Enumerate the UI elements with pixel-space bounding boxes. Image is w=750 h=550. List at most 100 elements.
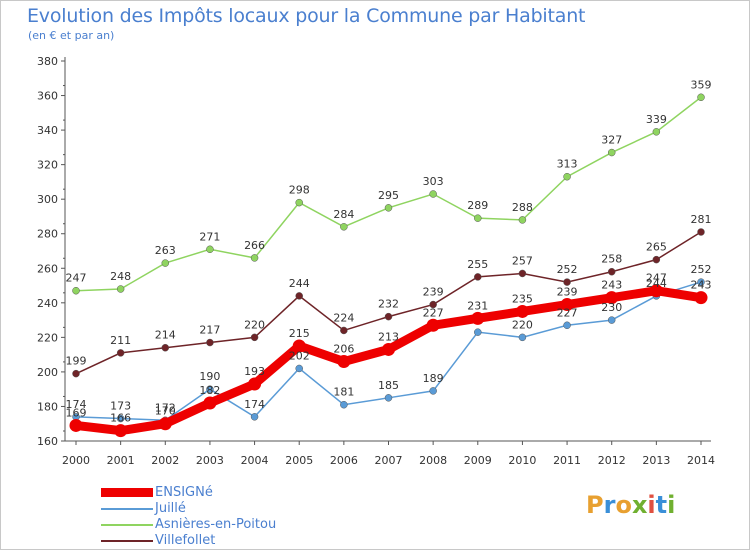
data-label-villefollet: 211	[110, 334, 131, 347]
data-point-juille	[563, 321, 571, 330]
data-point-asnieres-en-poitou	[206, 245, 214, 254]
x-tick-label: 2001	[107, 454, 135, 467]
data-label-asnieres-en-poitou: 288	[512, 201, 533, 214]
chart-subtitle: (en € et par an)	[28, 29, 115, 42]
data-point-asnieres-en-poitou	[72, 286, 80, 295]
data-point-ensigne	[337, 355, 351, 369]
data-label-asnieres-en-poitou: 247	[66, 272, 87, 285]
x-tick-label: 2008	[419, 454, 447, 467]
data-point-asnieres-en-poitou	[384, 204, 393, 212]
data-point-ensigne	[69, 418, 83, 432]
data-point-asnieres-en-poitou	[474, 214, 482, 222]
legend-item-asnieres: Asnières-en-Poitou	[101, 517, 341, 533]
data-label-juille: 244	[646, 277, 667, 290]
data-point-asnieres-en-poitou	[116, 285, 125, 293]
data-label-juille: 202	[289, 349, 310, 362]
data-point-villefollet	[563, 278, 571, 286]
data-label-asnieres-en-poitou: 266	[244, 239, 265, 252]
data-point-villefollet	[607, 267, 616, 276]
data-point-juille	[295, 364, 303, 373]
data-point-ensigne	[471, 311, 485, 325]
data-point-ensigne	[158, 417, 172, 431]
data-point-villefollet	[72, 369, 80, 378]
data-label-ensigne: 243	[601, 279, 622, 292]
data-point-asnieres-en-poitou	[607, 148, 616, 157]
data-label-juille: 174	[66, 398, 87, 411]
data-label-villefollet: 265	[646, 241, 667, 254]
data-label-juille: 172	[155, 401, 176, 414]
data-point-juille	[340, 400, 348, 409]
data-point-juille	[206, 385, 214, 393]
data-label-asnieres-en-poitou: 295	[378, 189, 399, 202]
data-point-juille	[250, 413, 259, 421]
y-tick-label: 280	[37, 228, 58, 241]
data-point-ensigne	[605, 291, 619, 305]
data-point-ensigne	[114, 424, 128, 438]
data-label-asnieres-en-poitou: 359	[691, 78, 712, 91]
data-label-asnieres-en-poitou: 303	[423, 175, 444, 188]
data-label-ensigne: 166	[110, 412, 131, 425]
data-point-villefollet	[518, 269, 527, 278]
data-label-villefollet: 232	[378, 298, 399, 311]
data-label-juille: 227	[557, 306, 578, 319]
y-tick-label: 260	[37, 262, 58, 275]
legend-label-villefollet: Villefollet	[155, 533, 216, 548]
legend-label-juille: Juillé	[155, 501, 186, 516]
data-point-asnieres-en-poitou	[340, 223, 348, 231]
y-tick-label: 240	[37, 297, 58, 310]
data-label-villefollet: 257	[512, 254, 533, 267]
data-label-villefollet: 199	[66, 355, 87, 368]
data-label-asnieres-en-poitou: 313	[557, 158, 578, 171]
data-label-juille: 230	[601, 301, 622, 314]
data-label-villefollet: 239	[423, 286, 444, 299]
data-point-asnieres-en-poitou	[429, 190, 437, 198]
data-point-ensigne	[203, 396, 217, 410]
data-point-villefollet	[116, 349, 125, 357]
legend-swatch-asnieres	[101, 524, 153, 526]
data-point-villefollet	[474, 273, 482, 281]
data-point-villefollet	[161, 343, 170, 352]
data-label-villefollet: 224	[333, 311, 354, 324]
y-tick-label: 220	[37, 331, 58, 344]
data-label-ensigne: 243	[691, 279, 712, 292]
legend-label-ensigne: ENSIGNé	[155, 485, 213, 500]
legend-swatch-villefollet	[101, 540, 153, 542]
data-point-ensigne	[560, 298, 574, 312]
data-point-villefollet	[429, 300, 437, 309]
data-label-ensigne: 247	[646, 272, 667, 285]
y-tick-label: 320	[37, 159, 58, 172]
data-label-villefollet: 214	[155, 329, 176, 342]
data-point-ensigne	[292, 339, 306, 353]
data-point-juille	[474, 328, 482, 336]
data-label-villefollet: 244	[289, 277, 310, 290]
data-point-ensigne	[515, 304, 529, 318]
x-tick-label: 2012	[598, 454, 626, 467]
y-tick-label: 160	[37, 435, 58, 448]
data-label-villefollet: 217	[199, 324, 220, 337]
data-label-asnieres-en-poitou: 263	[155, 244, 176, 257]
data-label-juille: 189	[423, 372, 444, 385]
data-label-juille: 220	[512, 318, 533, 331]
data-label-villefollet: 255	[467, 258, 488, 271]
chart-title: Evolution des Impôts locaux pour la Comm…	[27, 5, 586, 27]
x-tick-label: 2013	[642, 454, 670, 467]
data-label-ensigne: 227	[423, 306, 444, 319]
data-label-juille: 252	[691, 263, 712, 276]
x-tick-label: 2004	[241, 454, 269, 467]
x-tick-label: 2000	[62, 454, 90, 467]
legend: ENSIGNé Juillé Asnières-en-Poitou Villef…	[101, 485, 341, 549]
data-point-ensigne	[426, 318, 440, 332]
logo-letter: i	[647, 491, 656, 519]
data-point-villefollet	[295, 292, 303, 300]
logo-letter: P	[586, 491, 604, 519]
data-label-juille: 190	[199, 370, 220, 383]
data-point-villefollet	[206, 338, 214, 347]
data-point-villefollet	[384, 312, 393, 321]
data-label-juille: 173	[110, 400, 131, 413]
data-label-ensigne: 182	[199, 384, 220, 397]
data-point-ensigne	[248, 377, 262, 391]
legend-swatch-juille	[101, 508, 153, 510]
logo-letter: r	[603, 491, 616, 519]
data-label-ensigne: 231	[467, 299, 488, 312]
